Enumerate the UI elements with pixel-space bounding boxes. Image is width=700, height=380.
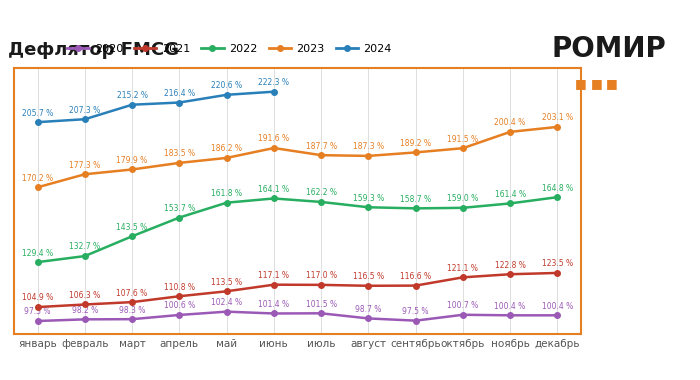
Text: 189.2 %: 189.2 % (400, 139, 431, 148)
Text: 117.1 %: 117.1 % (258, 271, 289, 280)
Text: 97.3 %: 97.3 % (25, 307, 51, 317)
Text: 98.2 %: 98.2 % (71, 306, 98, 315)
Text: 164.1 %: 164.1 % (258, 185, 289, 194)
Text: 117.0 %: 117.0 % (306, 271, 337, 280)
Text: 101.4 %: 101.4 % (258, 300, 289, 309)
Text: 158.7 %: 158.7 % (400, 195, 431, 204)
Text: 159.3 %: 159.3 % (353, 194, 384, 203)
Text: 191.5 %: 191.5 % (447, 135, 478, 144)
Text: 203.1 %: 203.1 % (542, 113, 573, 122)
Text: 100.4 %: 100.4 % (542, 302, 573, 311)
Text: Дефлятор FMCG: Дефлятор FMCG (8, 41, 179, 59)
Text: 187.3 %: 187.3 % (353, 142, 384, 151)
Text: 220.6 %: 220.6 % (211, 81, 242, 90)
Text: 153.7 %: 153.7 % (164, 204, 195, 213)
Text: ■: ■ (591, 77, 602, 90)
Text: 143.5 %: 143.5 % (116, 223, 148, 232)
Text: 104.9 %: 104.9 % (22, 293, 53, 302)
Text: 129.4 %: 129.4 % (22, 249, 53, 258)
Text: 123.5 %: 123.5 % (542, 260, 573, 268)
Text: 159.0 %: 159.0 % (447, 194, 479, 203)
Text: 102.4 %: 102.4 % (211, 298, 242, 307)
Text: 98.7 %: 98.7 % (355, 305, 382, 314)
Text: 132.7 %: 132.7 % (69, 242, 100, 252)
Text: 200.4 %: 200.4 % (494, 118, 526, 127)
Text: 170.2 %: 170.2 % (22, 174, 53, 183)
Text: 100.4 %: 100.4 % (494, 302, 526, 311)
Text: 207.3 %: 207.3 % (69, 106, 101, 115)
Text: ■: ■ (606, 77, 617, 90)
Text: 216.4 %: 216.4 % (164, 89, 195, 98)
Text: 177.3 %: 177.3 % (69, 161, 101, 169)
Text: 222.3 %: 222.3 % (258, 78, 289, 87)
Text: 116.6 %: 116.6 % (400, 272, 431, 281)
Text: РОМИР: РОМИР (552, 35, 666, 63)
Text: 187.7 %: 187.7 % (306, 142, 337, 150)
Text: 164.8 %: 164.8 % (542, 184, 573, 193)
Text: 191.6 %: 191.6 % (258, 135, 289, 143)
Text: ■: ■ (575, 77, 587, 90)
Text: 161.4 %: 161.4 % (495, 190, 526, 199)
Text: 183.5 %: 183.5 % (164, 149, 195, 158)
Text: 121.1 %: 121.1 % (447, 264, 478, 273)
Text: 162.2 %: 162.2 % (306, 188, 337, 197)
Text: 107.6 %: 107.6 % (116, 288, 148, 298)
Text: 97.5 %: 97.5 % (402, 307, 429, 316)
Text: 215.2 %: 215.2 % (117, 91, 148, 100)
Text: 186.2 %: 186.2 % (211, 144, 242, 154)
Text: 113.5 %: 113.5 % (211, 278, 242, 287)
Text: 161.8 %: 161.8 % (211, 189, 242, 198)
Text: 116.5 %: 116.5 % (353, 272, 384, 281)
Text: 110.8 %: 110.8 % (164, 283, 195, 292)
Text: 100.6 %: 100.6 % (164, 301, 195, 310)
Text: 100.7 %: 100.7 % (447, 301, 479, 310)
Text: 205.7 %: 205.7 % (22, 109, 53, 117)
Text: 101.5 %: 101.5 % (306, 300, 337, 309)
Text: 106.3 %: 106.3 % (69, 291, 101, 300)
Text: 98.3 %: 98.3 % (119, 306, 146, 315)
Legend: 2020, 2021, 2022, 2023, 2024: 2020, 2021, 2022, 2023, 2024 (62, 40, 396, 58)
Text: 179.9 %: 179.9 % (116, 156, 148, 165)
Text: 122.8 %: 122.8 % (495, 261, 526, 270)
